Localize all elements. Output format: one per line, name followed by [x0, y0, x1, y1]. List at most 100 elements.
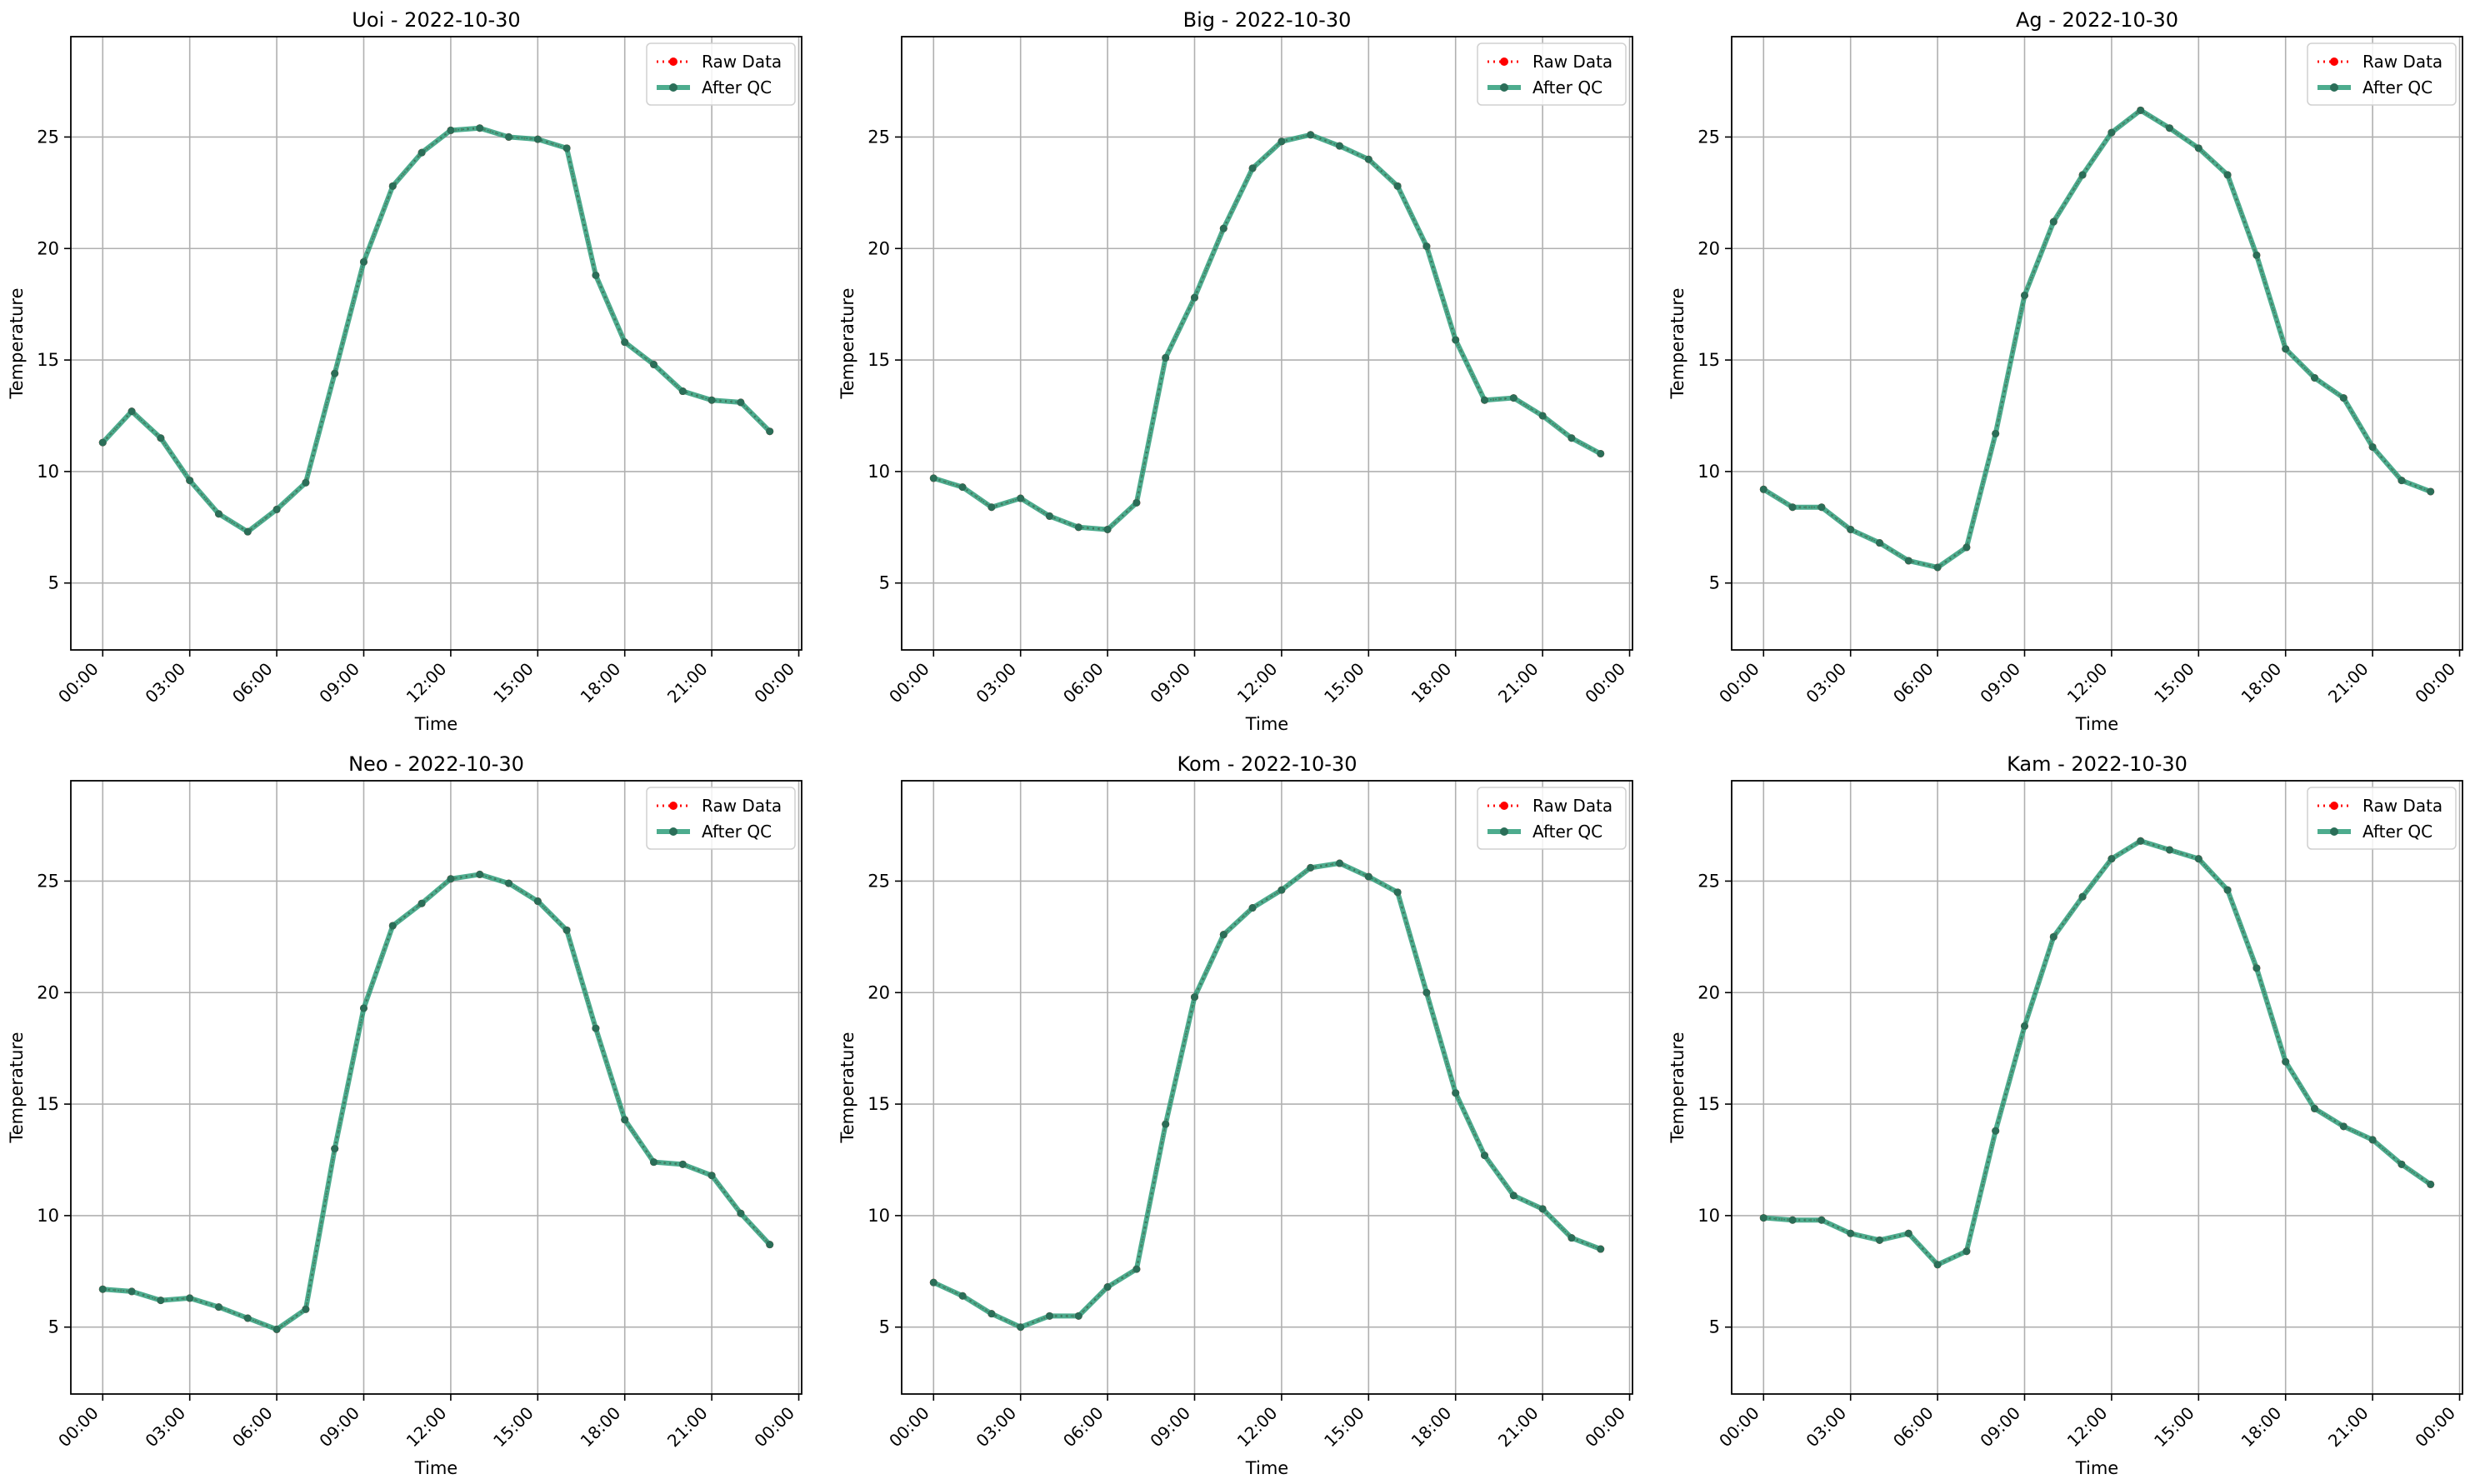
after-qc-point: [388, 922, 397, 930]
x-tick-label: 03:00: [972, 659, 1020, 707]
x-tick-label: 15:00: [2150, 659, 2198, 707]
axes-frame: [901, 780, 1633, 1395]
after-qc-point: [1818, 1216, 1826, 1224]
legend-raw-marker: [669, 802, 678, 810]
after-qc-point: [1904, 557, 1912, 565]
after-qc-point: [302, 1305, 310, 1313]
chart-title: Neo - 2022-10-30: [348, 752, 524, 776]
after-qc-point: [1103, 525, 1112, 533]
chart-title: Kom - 2022-10-30: [1178, 752, 1358, 776]
x-tick-label: 03:00: [972, 1403, 1020, 1452]
after-qc-point: [2020, 291, 2028, 299]
y-tick-label: 20: [1698, 982, 1720, 1002]
x-tick-label: 00:00: [2411, 1403, 2459, 1452]
after-qc-point: [2049, 932, 2058, 941]
after-qc-point: [128, 407, 136, 416]
after-qc-point: [1307, 863, 1315, 872]
after-qc-point: [708, 1172, 716, 1180]
x-axis-label: Time: [414, 714, 458, 734]
x-tick-label: 06:00: [1059, 659, 1108, 707]
after-qc-point: [2252, 964, 2261, 972]
after-qc-point: [1538, 1205, 1547, 1213]
after-qc-point: [1962, 1247, 1971, 1256]
chart-panel: Kom - 2022-10-30 00:00 03:00 06:00 09:00 12:0…: [838, 752, 1633, 1478]
x-tick-label: 21:00: [2324, 659, 2372, 707]
x-tick-label: 00:00: [1581, 659, 1629, 707]
x-tick-label: 00:00: [750, 1403, 798, 1452]
after-qc-point: [98, 438, 107, 447]
after-qc-point: [1162, 1120, 1170, 1128]
y-axis-label: Temperature: [7, 287, 27, 399]
after-qc-point: [331, 1145, 339, 1153]
x-tick-label: 21:00: [1494, 1403, 1542, 1452]
raw-data-line: [932, 862, 1602, 1329]
after-qc-line: [1762, 107, 2432, 570]
legend-qc-label: After QC: [1532, 822, 1602, 842]
legend-raw-label: Raw Data: [1532, 52, 1612, 72]
x-tick-label: 06:00: [1059, 1403, 1108, 1452]
after-qc-point: [1933, 563, 1942, 572]
chart-title: Ag - 2022-10-30: [2016, 8, 2178, 32]
after-qc-point: [1481, 1152, 1489, 1160]
after-qc-point: [1132, 1265, 1141, 1273]
after-qc-point: [562, 926, 571, 934]
x-tick-label: 00:00: [1581, 1403, 1629, 1452]
legend-qc-label: After QC: [1532, 77, 1602, 97]
after-qc-point: [1452, 336, 1460, 344]
y-tick-label: 5: [1709, 573, 1720, 593]
chart-title: Uoi - 2022-10-30: [352, 8, 520, 32]
x-tick-label: 09:00: [1146, 1403, 1194, 1452]
after-qc-point: [2427, 487, 2435, 496]
after-qc-point: [1992, 1127, 2000, 1135]
after-qc-point: [128, 1287, 136, 1296]
legend-qc-label: After QC: [2362, 77, 2432, 97]
legend-raw-label: Raw Data: [2362, 796, 2442, 816]
axes-frame: [901, 36, 1633, 651]
after-qc-point: [2166, 124, 2174, 132]
x-tick-label: 12:00: [2063, 659, 2112, 707]
x-tick-label: 00:00: [750, 659, 798, 707]
x-tick-label: 18:00: [2238, 1403, 2286, 1452]
after-qc-point: [592, 271, 600, 279]
after-qc-point: [1875, 539, 1883, 547]
legend-qc-label: After QC: [2362, 822, 2432, 842]
y-tick-label: 20: [868, 238, 890, 258]
chart-panel: Big - 2022-10-30 00:00 03:00 06:00 09:00 12:0…: [838, 8, 1633, 734]
after-qc-point: [1538, 412, 1547, 420]
after-qc-point: [1992, 429, 2000, 437]
y-tick-label: 5: [48, 573, 59, 593]
raw-data-line-overlay: [1763, 840, 2432, 1266]
after-qc-point: [186, 1294, 194, 1302]
after-qc-point: [2108, 128, 2116, 137]
after-qc-line: [102, 872, 772, 1332]
after-qc-point: [2311, 373, 2319, 382]
after-qc-point: [1788, 503, 1797, 512]
x-axis-label: Time: [1245, 1458, 1288, 1478]
x-axis-label: Time: [2075, 714, 2118, 734]
after-qc-point: [359, 257, 368, 266]
after-qc-point: [418, 148, 426, 157]
after-qc-point: [1452, 1089, 1460, 1097]
x-tick-label: 15:00: [2150, 1403, 2198, 1452]
after-qc-point: [1074, 1312, 1082, 1320]
y-tick-label: 15: [37, 1094, 59, 1114]
after-qc-point: [359, 1004, 368, 1012]
x-tick-label: 00:00: [885, 1403, 933, 1452]
y-tick-label: 25: [37, 127, 59, 147]
x-tick-label: 00:00: [1715, 659, 1763, 707]
x-axis-label: Time: [1245, 714, 1288, 734]
after-qc-point: [621, 1116, 629, 1124]
after-qc-point: [2049, 217, 2058, 226]
legend: Raw Data After QC: [1477, 787, 1627, 850]
after-qc-point: [1847, 525, 1855, 533]
x-tick-label: 09:00: [1146, 659, 1194, 707]
after-qc-point: [1162, 353, 1170, 362]
axes-frame: [1731, 780, 2463, 1395]
after-qc-point: [1875, 1236, 1883, 1244]
x-tick-label: 21:00: [663, 1403, 712, 1452]
after-qc-point: [1818, 503, 1826, 512]
after-qc-point: [2282, 1057, 2290, 1066]
legend-qc-marker: [1500, 827, 1508, 836]
after-qc-point: [1597, 1245, 1605, 1253]
legend-raw-marker: [669, 57, 678, 66]
